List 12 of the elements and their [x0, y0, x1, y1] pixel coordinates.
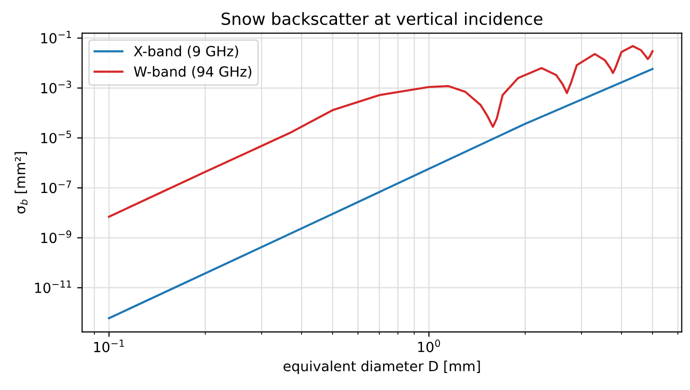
y-tick-label: 10$^{−9}$	[41, 230, 72, 244]
x-tick-label: 10$^{0}$	[418, 340, 440, 352]
legend-label: X-band (9 GHz)	[134, 46, 238, 58]
legend-label: W-band (94 GHz)	[134, 66, 252, 78]
y-tick-label: 10$^{−11}$	[35, 280, 72, 294]
chart-title: Snow backscatter at vertical incidence	[222, 12, 542, 26]
y-tick-label: 10$^{−5}$	[41, 130, 72, 144]
y-tick-label: 10$^{−7}$	[41, 180, 72, 194]
x-axis-title: equivalent diameter D [mm]	[284, 360, 480, 374]
y-axis-title: σ$_{b}$ [mm²]	[14, 152, 28, 214]
y-tick-label: 10$^{−1}$	[41, 30, 71, 44]
y-tick-label: 10$^{−3}$	[41, 80, 72, 94]
